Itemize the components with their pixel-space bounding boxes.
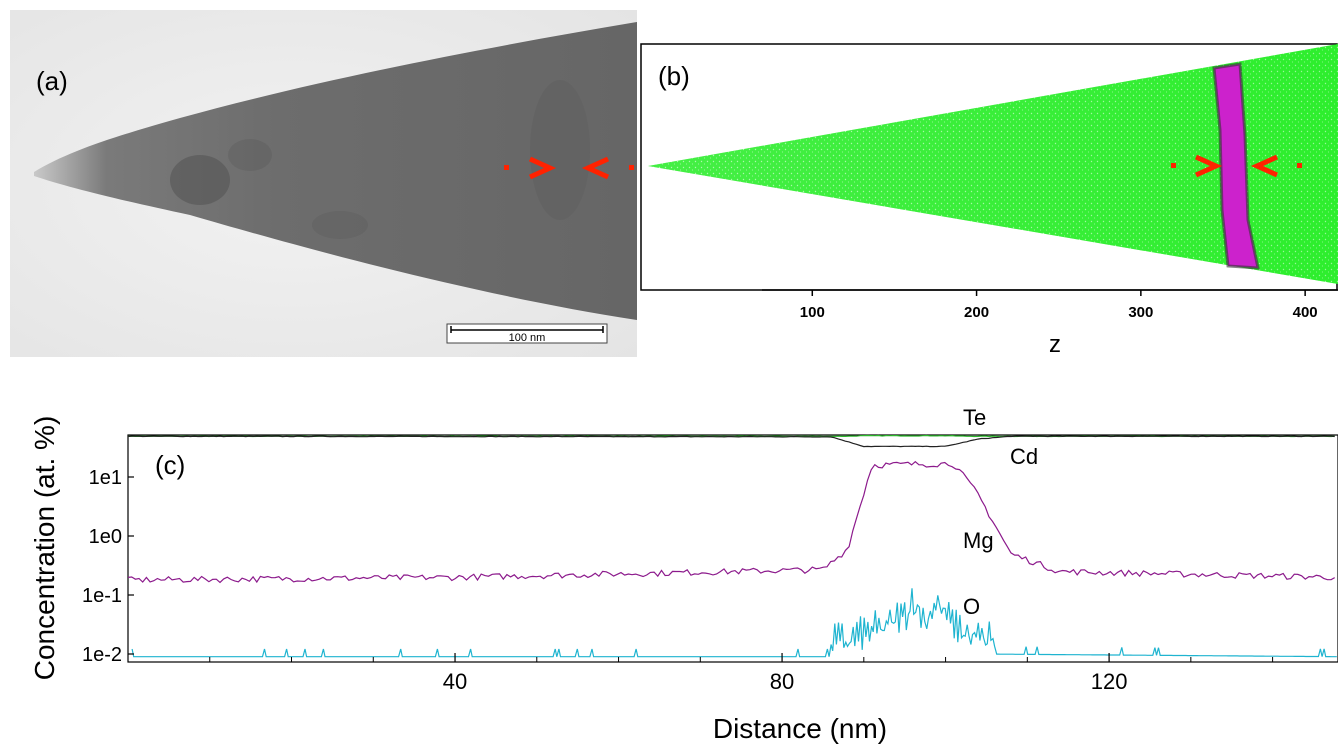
x-tick-label: 40 xyxy=(443,669,467,694)
z-tick-label: 400 xyxy=(1293,304,1318,321)
z-tick-label: 200 xyxy=(964,304,989,321)
dark-grain xyxy=(170,155,230,205)
panel-a-label: (a) xyxy=(36,66,68,96)
dark-grain xyxy=(312,211,368,239)
y-tick-label: 1e-2 xyxy=(82,644,122,666)
scale-bar-label: 100 nm xyxy=(509,332,546,344)
x-axis-label: Distance (nm) xyxy=(713,713,887,744)
scale-bar: 100 nm xyxy=(446,323,608,344)
concentration-profile-chart: 1e-2 1e-1 1e0 1e1 40 80 120 (c) Te Cd Mg O Dis… xyxy=(0,390,1338,747)
z-tick-label: 100 xyxy=(800,304,825,321)
series-label-te: Te xyxy=(963,405,986,430)
series-line-cd xyxy=(127,435,1335,448)
dark-grain xyxy=(228,139,272,171)
z-axis-ticks: 100 200 300 400 xyxy=(800,290,1318,321)
y-tick-label: 1e1 xyxy=(89,467,122,489)
interface-marker-b xyxy=(1171,154,1302,178)
series-label-o: O xyxy=(963,594,980,619)
series-line-o xyxy=(131,588,1337,658)
plot-frame xyxy=(127,434,1338,663)
x-tick-label: 120 xyxy=(1091,669,1128,694)
series-line-mg xyxy=(127,460,1336,584)
panel-b-label: (b) xyxy=(658,61,690,91)
series-label-cd: Cd xyxy=(1010,444,1038,469)
z-tick-label: 300 xyxy=(1128,304,1153,321)
y-axis-label: Concentration (at. %) xyxy=(29,416,60,681)
y-tick-label: 1e-1 xyxy=(82,585,122,607)
interface-marker-a xyxy=(504,156,634,180)
series-label-mg: Mg xyxy=(963,528,994,553)
x-tick-label: 80 xyxy=(770,669,794,694)
apt-reconstruction-panel: (b) 100 200 300 400 z xyxy=(640,40,1338,360)
needle-specimen xyxy=(34,22,637,320)
z-axis-label: z xyxy=(1049,331,1061,358)
y-tick-label: 1e0 xyxy=(89,526,122,548)
panel-c-label: (c) xyxy=(155,450,185,480)
tem-image-panel: (a) 100 nm xyxy=(10,10,637,357)
dark-grain xyxy=(530,80,590,220)
